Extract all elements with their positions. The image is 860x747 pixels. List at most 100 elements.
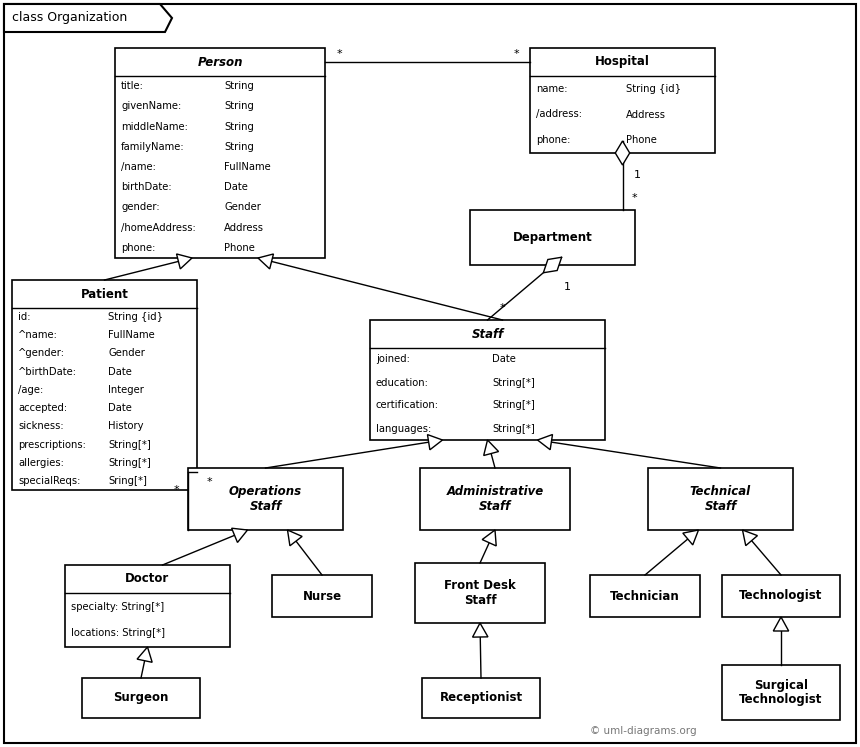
Text: Integer: Integer [108, 385, 144, 395]
Text: name:: name: [536, 84, 568, 94]
Text: Department: Department [513, 231, 593, 244]
Polygon shape [538, 435, 552, 450]
Polygon shape [427, 435, 443, 450]
Text: Address: Address [224, 223, 264, 232]
Text: Person: Person [197, 55, 243, 69]
Text: String[*]: String[*] [492, 424, 535, 433]
Text: Receptionist: Receptionist [439, 692, 523, 704]
Text: ^birthDate:: ^birthDate: [18, 367, 77, 376]
Text: FullName: FullName [108, 330, 155, 341]
Text: allergies:: allergies: [18, 458, 64, 468]
Text: gender:: gender: [121, 202, 160, 212]
Text: Gender: Gender [224, 202, 261, 212]
Polygon shape [544, 257, 562, 273]
Text: Staff: Staff [471, 327, 504, 341]
Text: title:: title: [121, 81, 144, 91]
Text: *: * [336, 49, 341, 59]
Text: Operations
Staff: Operations Staff [229, 485, 302, 513]
Text: prescriptions:: prescriptions: [18, 439, 86, 450]
Text: sickness:: sickness: [18, 421, 64, 431]
Text: birthDate:: birthDate: [121, 182, 172, 192]
Text: Phone: Phone [224, 243, 255, 253]
Text: Gender: Gender [108, 349, 145, 359]
Text: Doctor: Doctor [126, 572, 169, 586]
Text: String: String [224, 102, 254, 111]
Text: Front Desk
Staff: Front Desk Staff [444, 579, 516, 607]
Polygon shape [472, 623, 488, 637]
Text: specialReqs:: specialReqs: [18, 476, 80, 486]
Text: © uml-diagrams.org: © uml-diagrams.org [590, 726, 697, 736]
Bar [648, 468, 793, 530]
Text: /name:: /name: [121, 162, 156, 172]
Text: String: String [224, 122, 254, 131]
Bar [272, 575, 372, 617]
Text: Address: Address [626, 110, 666, 120]
Polygon shape [4, 4, 172, 32]
Text: locations: String[*]: locations: String[*] [71, 628, 165, 639]
Text: *: * [173, 485, 179, 495]
Text: Date: Date [108, 367, 132, 376]
Text: ^name:: ^name: [18, 330, 58, 341]
Text: *: * [632, 193, 637, 203]
Text: Administrative
Staff: Administrative Staff [446, 485, 544, 513]
Text: String: String [224, 81, 254, 91]
Text: givenName:: givenName: [121, 102, 181, 111]
Text: FullName: FullName [224, 162, 271, 172]
Polygon shape [483, 440, 499, 456]
Text: Surgeon: Surgeon [114, 692, 169, 704]
Bar [82, 678, 200, 718]
Polygon shape [137, 647, 152, 663]
Text: Hospital: Hospital [595, 55, 650, 69]
Text: String[*]: String[*] [492, 400, 535, 411]
Bar [530, 48, 715, 153]
Bar [65, 565, 230, 647]
Text: Patient: Patient [81, 288, 128, 300]
Text: String {id}: String {id} [626, 84, 681, 94]
Text: History: History [108, 421, 144, 431]
Text: /address:: /address: [536, 110, 582, 120]
Bar [470, 210, 635, 265]
Text: accepted:: accepted: [18, 403, 67, 413]
Text: Surgical
Technologist: Surgical Technologist [740, 678, 823, 707]
Text: 1: 1 [634, 170, 641, 180]
Polygon shape [482, 530, 496, 546]
Text: String[*]: String[*] [108, 458, 151, 468]
Polygon shape [615, 141, 630, 165]
Text: phone:: phone: [121, 243, 156, 253]
Text: class Organization: class Organization [12, 11, 127, 25]
Text: String[*]: String[*] [492, 377, 535, 388]
Polygon shape [231, 528, 248, 542]
Text: Nurse: Nurse [303, 589, 341, 603]
Bar [188, 468, 343, 530]
Text: specialty: String[*]: specialty: String[*] [71, 601, 164, 612]
Polygon shape [287, 530, 302, 546]
Text: phone:: phone: [536, 135, 570, 145]
Text: Date: Date [224, 182, 248, 192]
Text: *: * [513, 49, 519, 59]
Polygon shape [683, 530, 698, 545]
Bar [422, 678, 540, 718]
Text: Phone: Phone [626, 135, 657, 145]
Polygon shape [258, 254, 273, 269]
Text: middleName:: middleName: [121, 122, 187, 131]
Text: *: * [500, 303, 506, 313]
Bar [12, 280, 197, 490]
Text: ^gender:: ^gender: [18, 349, 65, 359]
Bar [590, 575, 700, 617]
Text: Date: Date [492, 355, 516, 365]
Text: Technical
Staff: Technical Staff [690, 485, 751, 513]
Bar [115, 48, 325, 258]
Polygon shape [773, 617, 789, 631]
Bar [722, 575, 840, 617]
Text: String: String [224, 142, 254, 152]
Text: String {id}: String {id} [108, 312, 163, 322]
Bar [370, 320, 605, 440]
Bar [722, 665, 840, 720]
Text: id:: id: [18, 312, 30, 322]
Text: certification:: certification: [376, 400, 439, 411]
Text: languages:: languages: [376, 424, 431, 433]
Text: *: * [206, 477, 212, 487]
Text: education:: education: [376, 377, 429, 388]
Polygon shape [742, 530, 758, 545]
Text: /age:: /age: [18, 385, 43, 395]
